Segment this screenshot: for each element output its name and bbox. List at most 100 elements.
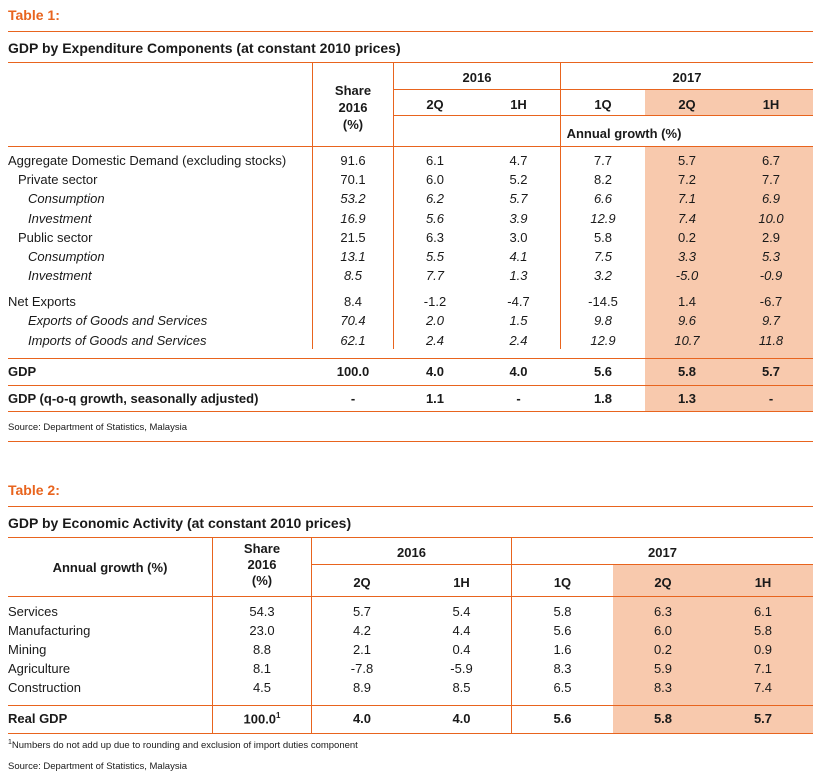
table1-highlight-header: [645, 89, 813, 115]
table-cell: 8.5: [452, 680, 471, 695]
table2-year-2016: 2016: [397, 545, 426, 560]
table-cell: 5.4: [452, 604, 471, 619]
table-cell: -: [516, 391, 521, 406]
table-cell: 8.4: [343, 294, 363, 309]
row-label: Aggregate Domestic Demand (excluding sto…: [8, 153, 287, 168]
table1-period-2q-2017: 2Q: [678, 97, 696, 112]
table1-vline: [393, 62, 394, 349]
table-cell: 5.8: [753, 623, 773, 638]
table-cell: 16.9: [340, 211, 366, 226]
table-cell: 6.1: [425, 153, 445, 168]
table-cell: 0.4: [452, 642, 471, 657]
table-cell: 5.8: [677, 364, 697, 379]
row-label: Net Exports: [8, 294, 76, 309]
table-cell: 6.9: [761, 191, 781, 206]
table-cell: 2.9: [761, 230, 781, 245]
table2-period-1q-2017: 1Q: [553, 575, 572, 590]
table-cell: 1.5: [509, 313, 528, 328]
table2-title: GDP by Economic Activity (at constant 20…: [8, 515, 352, 531]
row-label: Manufacturing: [8, 623, 91, 638]
table2-row-header: Annual growth (%): [52, 560, 168, 575]
table-cell: 7.4: [753, 680, 773, 695]
table-cell: 5.8: [653, 711, 673, 726]
table1-bottom-rule: [8, 411, 813, 412]
table-cell: 9.7: [761, 313, 781, 328]
table1-end-rule: [8, 441, 813, 442]
table-cell: 5.8: [593, 230, 613, 245]
row-label: Exports of Goods and Services: [28, 313, 208, 328]
table-cell: 7.7: [593, 153, 613, 168]
table-cell: 0.2: [653, 642, 673, 657]
table1-label: Table 1:: [8, 7, 60, 23]
table-cell: 5.3: [761, 249, 781, 264]
table-cell: 2.4: [509, 333, 528, 348]
table-cell: 3.0: [509, 230, 528, 245]
table-cell: 6.1: [753, 604, 773, 619]
table-cell: -14.5: [588, 294, 618, 309]
table1-period-1h-2016: 1H: [510, 97, 527, 112]
table2-vline: [212, 537, 213, 733]
table1-period-1q-2017: 1Q: [594, 97, 612, 112]
table-cell: 4.0: [509, 364, 528, 379]
table2-period-1h-2016: 1H: [453, 575, 470, 590]
table1-vline: [560, 62, 561, 349]
table-cell: 5.7: [352, 604, 372, 619]
table-cell: 54.3: [249, 604, 275, 619]
table2-year-2017: 2017: [648, 545, 677, 560]
table-cell: 5.6: [425, 211, 445, 226]
table-cell: 5.6: [553, 623, 572, 638]
table-cell: 13.1: [340, 249, 366, 264]
table-cell: 1.3: [509, 268, 528, 283]
table-cell: -: [350, 391, 356, 406]
table-cell: 100.0: [336, 364, 370, 379]
table-cell: 12.9: [590, 211, 616, 226]
table-cell: 1.3: [677, 391, 697, 406]
table1-title-rule: [8, 62, 813, 63]
table-cell: -5.9: [450, 661, 473, 676]
table-cell: 8.3: [553, 661, 572, 676]
table-cell: 7.7: [761, 172, 781, 187]
table-cell: 2.0: [425, 313, 445, 328]
table-cell: 10.0: [758, 211, 784, 226]
table-cell: -5.0: [675, 268, 699, 283]
table-cell: 1.6: [553, 642, 572, 657]
table2-period-1h-2017: 1H: [754, 575, 772, 590]
row-label: Imports of Goods and Services: [28, 333, 207, 348]
table1-period-1h-2017: 1H: [762, 97, 780, 112]
table-cell: 1.4: [677, 294, 697, 309]
table1-source: Source: Department of Statistics, Malays…: [8, 422, 187, 433]
table-cell: 6.7: [761, 153, 781, 168]
row-label: GDP (q-o-q growth, seasonally adjusted): [8, 391, 259, 406]
table2-year-rule: [312, 564, 813, 565]
table-cell: 9.6: [677, 313, 697, 328]
table-cell: -: [768, 391, 774, 406]
row-label: GDP: [8, 364, 37, 379]
table2-top-rule: [8, 506, 813, 507]
row-label: Consumption: [28, 249, 105, 264]
table-cell: 6.5: [553, 680, 572, 695]
table1-year-2017: 2017: [672, 70, 702, 85]
table-cell: 7.4: [677, 211, 697, 226]
table-cell: 7.1: [677, 191, 697, 206]
table-cell: 2.4: [425, 333, 445, 348]
table-cell: 8.9: [352, 680, 372, 695]
table1-top-rule: [8, 31, 813, 32]
row-label: Agriculture: [8, 661, 71, 676]
table-cell: 12.9: [590, 333, 616, 348]
table-cell: 3.9: [509, 211, 528, 226]
table-cell: 6.0: [425, 172, 445, 187]
table-cell: 5.6: [593, 364, 613, 379]
table-cell: 91.6: [340, 153, 366, 168]
table-cell: 5.7: [509, 191, 528, 206]
table2-label: Table 2:: [8, 482, 60, 498]
table-cell: 11.8: [758, 333, 784, 348]
table-cell: 1.1: [425, 391, 445, 406]
table2-highlight-body: [613, 597, 813, 733]
table-cell: 5.7: [753, 711, 773, 726]
table-cell: 6.3: [653, 604, 673, 619]
table-cell: 5.9: [653, 661, 673, 676]
table2-title-rule: [8, 537, 813, 538]
table-cell: 8.1: [252, 661, 272, 676]
table1-period-rule: [394, 115, 813, 116]
table1-vline: [312, 62, 313, 349]
